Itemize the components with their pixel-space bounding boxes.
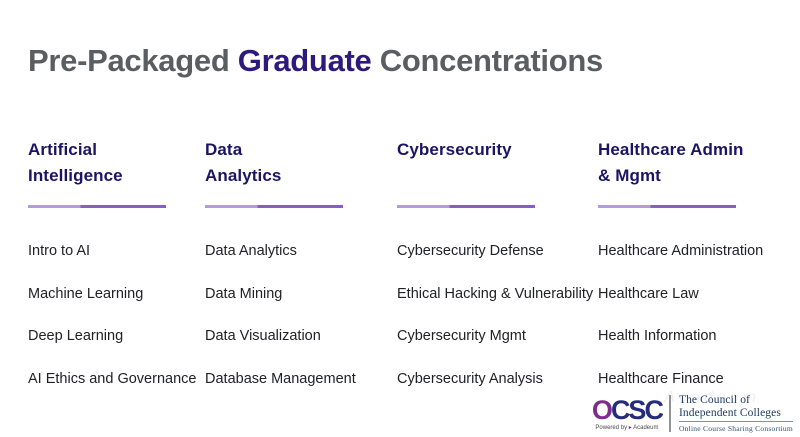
column-heading: Cybersecurity xyxy=(397,137,598,205)
column-artificial-intelligence: Artificial Intelligence Intro to AI Mach… xyxy=(28,137,205,414)
course-item: Healthcare Administration xyxy=(598,243,764,259)
column-cybersecurity: Cybersecurity Cybersecurity Defense Ethi… xyxy=(397,137,598,414)
ocsc-acronym: OCSC xyxy=(591,394,664,425)
ocsc-letters-csc: CSC xyxy=(610,394,664,425)
column-data-analytics: Data Analytics Data Analytics Data Minin… xyxy=(205,137,397,414)
heading-underline xyxy=(397,205,535,208)
course-item: Ethical Hacking & Vulnerability xyxy=(397,285,594,302)
cic-divider-rule xyxy=(678,421,793,422)
heading-underline xyxy=(28,205,166,208)
acadeum-diamond-icon: ▸ xyxy=(628,424,632,431)
heading-line: Analytics xyxy=(205,166,282,185)
heading-line: Intelligence xyxy=(28,166,123,185)
powered-by-acadeum: Powered by ▸ Acadeum xyxy=(592,424,662,431)
column-heading: Healthcare Admin & Mgmt xyxy=(598,137,800,205)
course-item: Data Analytics xyxy=(205,243,297,259)
course-item: Intro to AI xyxy=(28,243,91,259)
course-list: Intro to AI Machine Learning Deep Learni… xyxy=(28,244,205,386)
cic-logo-text: The Council of Independent Colleges Onli… xyxy=(678,394,793,433)
course-item: Healthcare Law xyxy=(598,285,699,302)
course-item: Database Management xyxy=(205,370,356,387)
course-item: Cybersecurity Mgmt xyxy=(397,328,526,344)
heading-underline xyxy=(205,205,343,208)
ocsc-letter-o: O xyxy=(591,394,613,425)
acadeum-watermark: Acadeum xyxy=(664,389,760,406)
powered-by-label: Powered by xyxy=(595,424,628,431)
course-item: Cybersecurity Analysis xyxy=(397,370,543,387)
course-item: Cybersecurity Defense xyxy=(397,243,544,259)
heading-underline xyxy=(598,205,736,208)
title-part-graduate: Graduate xyxy=(237,42,372,78)
page-title: Pre-Packaged Graduate Concentrations xyxy=(28,43,603,79)
heading-line: Data xyxy=(205,140,243,159)
cic-org-line2: Independent Colleges xyxy=(678,406,781,419)
heading-line: & Mgmt xyxy=(598,166,661,185)
ocsc-cic-logo: OCSC Powered by ▸ Acadeum The Council of… xyxy=(592,394,793,433)
ocsc-logo: OCSC Powered by ▸ Acadeum xyxy=(591,394,664,431)
course-item: Data Mining xyxy=(205,285,283,302)
column-heading: Data Analytics xyxy=(205,137,397,205)
course-list: Healthcare Administration Healthcare Law… xyxy=(598,244,800,386)
column-healthcare-admin-mgmt: Healthcare Admin & Mgmt Healthcare Admin… xyxy=(598,137,800,414)
course-item: Healthcare Finance xyxy=(598,370,724,387)
course-list: Cybersecurity Defense Ethical Hacking & … xyxy=(397,244,598,386)
course-item: Data Visualization xyxy=(205,328,321,344)
logo-divider xyxy=(668,395,671,432)
heading-line: Healthcare Admin xyxy=(598,140,744,159)
heading-line: Artificial xyxy=(28,140,98,159)
cic-subtitle: Online Course Sharing Consortium xyxy=(678,424,793,433)
course-item: Health Information xyxy=(598,328,717,344)
acadeum-brand-label: Acadeum xyxy=(633,424,659,431)
title-part-concentrations: Concentrations xyxy=(371,42,603,78)
course-list: Data Analytics Data Mining Data Visualiz… xyxy=(205,244,397,386)
concentrations-grid: Artificial Intelligence Intro to AI Mach… xyxy=(28,137,800,414)
cic-org-line1: The Council of xyxy=(678,394,750,406)
course-item: Deep Learning xyxy=(28,328,124,344)
heading-line: Cybersecurity xyxy=(397,140,512,159)
column-heading: Artificial Intelligence xyxy=(28,137,205,205)
title-part-pre-packaged: Pre-Packaged xyxy=(28,42,238,78)
course-item: AI Ethics and Governance xyxy=(28,370,197,387)
course-item: Machine Learning xyxy=(28,285,144,302)
